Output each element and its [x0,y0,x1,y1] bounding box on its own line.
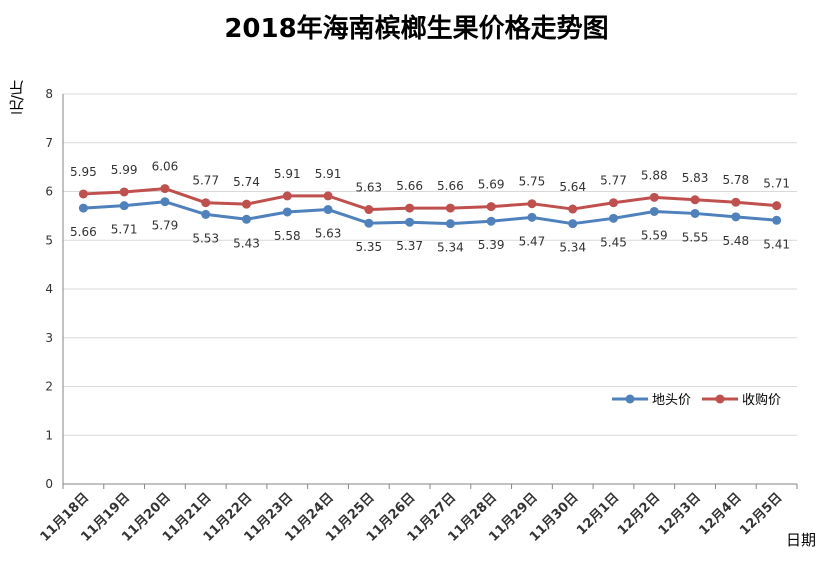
data-point [649,206,659,216]
data-point [568,219,578,229]
data-point [609,213,618,223]
data-point [772,215,782,225]
data-point [364,205,374,215]
data-label: 5.71 [763,177,790,191]
data-label: 5.91 [274,167,301,181]
legend-marker [625,394,635,404]
data-point [731,197,741,207]
x-tick-label: 12月3日 [656,490,704,538]
data-point [445,219,455,229]
data-label: 5.79 [152,219,179,233]
data-label: 5.66 [437,179,464,193]
y-tick-label: 2 [45,380,53,394]
data-point [772,201,782,211]
data-label: 5.83 [682,171,709,185]
data-point [160,184,170,194]
data-label: 5.63 [355,181,382,195]
series-line [83,200,777,226]
legend-label: 收购价 [742,392,781,408]
data-label: 5.91 [315,167,342,181]
data-point [527,212,537,222]
y-tick-label: 1 [45,428,53,442]
data-label: 5.71 [111,223,138,237]
data-point [242,199,251,209]
data-point [282,191,292,201]
data-label: 5.47 [519,234,546,248]
y-tick-label: 0 [45,477,53,491]
data-label: 5.41 [763,237,790,251]
data-label: 5.37 [396,239,423,253]
data-label: 5.63 [315,227,342,241]
data-point [364,218,374,228]
data-label: 5.95 [70,165,97,179]
data-label: 5.53 [192,231,219,245]
data-point [568,204,578,214]
x-axis-label: 日期 [786,531,817,549]
data-point [527,199,537,209]
data-label: 5.75 [519,175,546,189]
data-point [78,203,88,213]
data-label: 5.66 [70,225,97,239]
data-point [201,209,211,219]
series-line [83,187,777,212]
y-tick-label: 8 [45,87,53,101]
data-point [323,205,333,215]
y-tick-label: 7 [45,136,53,150]
data-label: 5.43 [233,236,260,250]
x-tick-label: 12月5日 [737,490,785,538]
chart-title: 2018年海南槟榔生果价格走势图 [224,14,609,44]
data-point [78,189,88,199]
data-point [405,203,415,213]
data-point [445,203,455,213]
data-label: 5.34 [437,241,464,255]
data-label: 5.39 [478,238,505,252]
data-point [119,201,129,211]
y-tick-label: 4 [45,282,53,296]
x-tick-label: 12月1日 [574,490,622,538]
data-point [405,217,415,227]
legend-marker [715,394,725,404]
data-label: 5.59 [641,228,668,242]
data-label: 5.58 [274,229,301,243]
data-label: 6.06 [152,160,179,174]
y-tick-label: 5 [45,233,53,247]
x-tick-label: 12月2日 [615,490,663,538]
data-label: 5.77 [600,174,627,188]
data-point [486,202,496,212]
data-point [690,208,700,218]
data-point [242,214,251,224]
data-point [609,198,618,208]
y-tick-label: 3 [45,331,53,345]
data-label: 5.35 [355,240,382,254]
legend-label: 地头价 [652,393,691,408]
data-label: 5.66 [396,179,423,193]
data-point [282,207,292,217]
data-label: 5.45 [600,235,627,249]
data-label: 5.77 [192,174,219,188]
data-label: 5.78 [722,173,749,187]
data-label: 5.99 [111,163,138,177]
data-label: 5.48 [722,234,749,248]
data-label: 5.74 [233,175,260,189]
data-point [160,197,170,207]
data-label: 5.34 [559,241,586,255]
data-point [731,212,741,222]
data-label: 5.88 [641,168,668,182]
data-point [486,216,496,226]
y-tick-label: 6 [45,185,53,199]
data-point [201,198,211,208]
data-point [690,195,700,205]
x-tick-label: 12月4日 [696,490,744,538]
data-label: 5.55 [682,230,709,244]
data-point [649,192,659,202]
data-point [119,187,129,197]
data-label: 5.69 [478,178,505,192]
data-point [323,191,333,201]
data-label: 5.64 [559,180,586,194]
